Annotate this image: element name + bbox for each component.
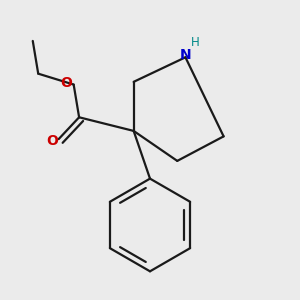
Text: O: O	[60, 76, 72, 90]
Text: O: O	[47, 134, 58, 148]
Text: N: N	[180, 48, 191, 62]
Text: H: H	[190, 36, 200, 49]
